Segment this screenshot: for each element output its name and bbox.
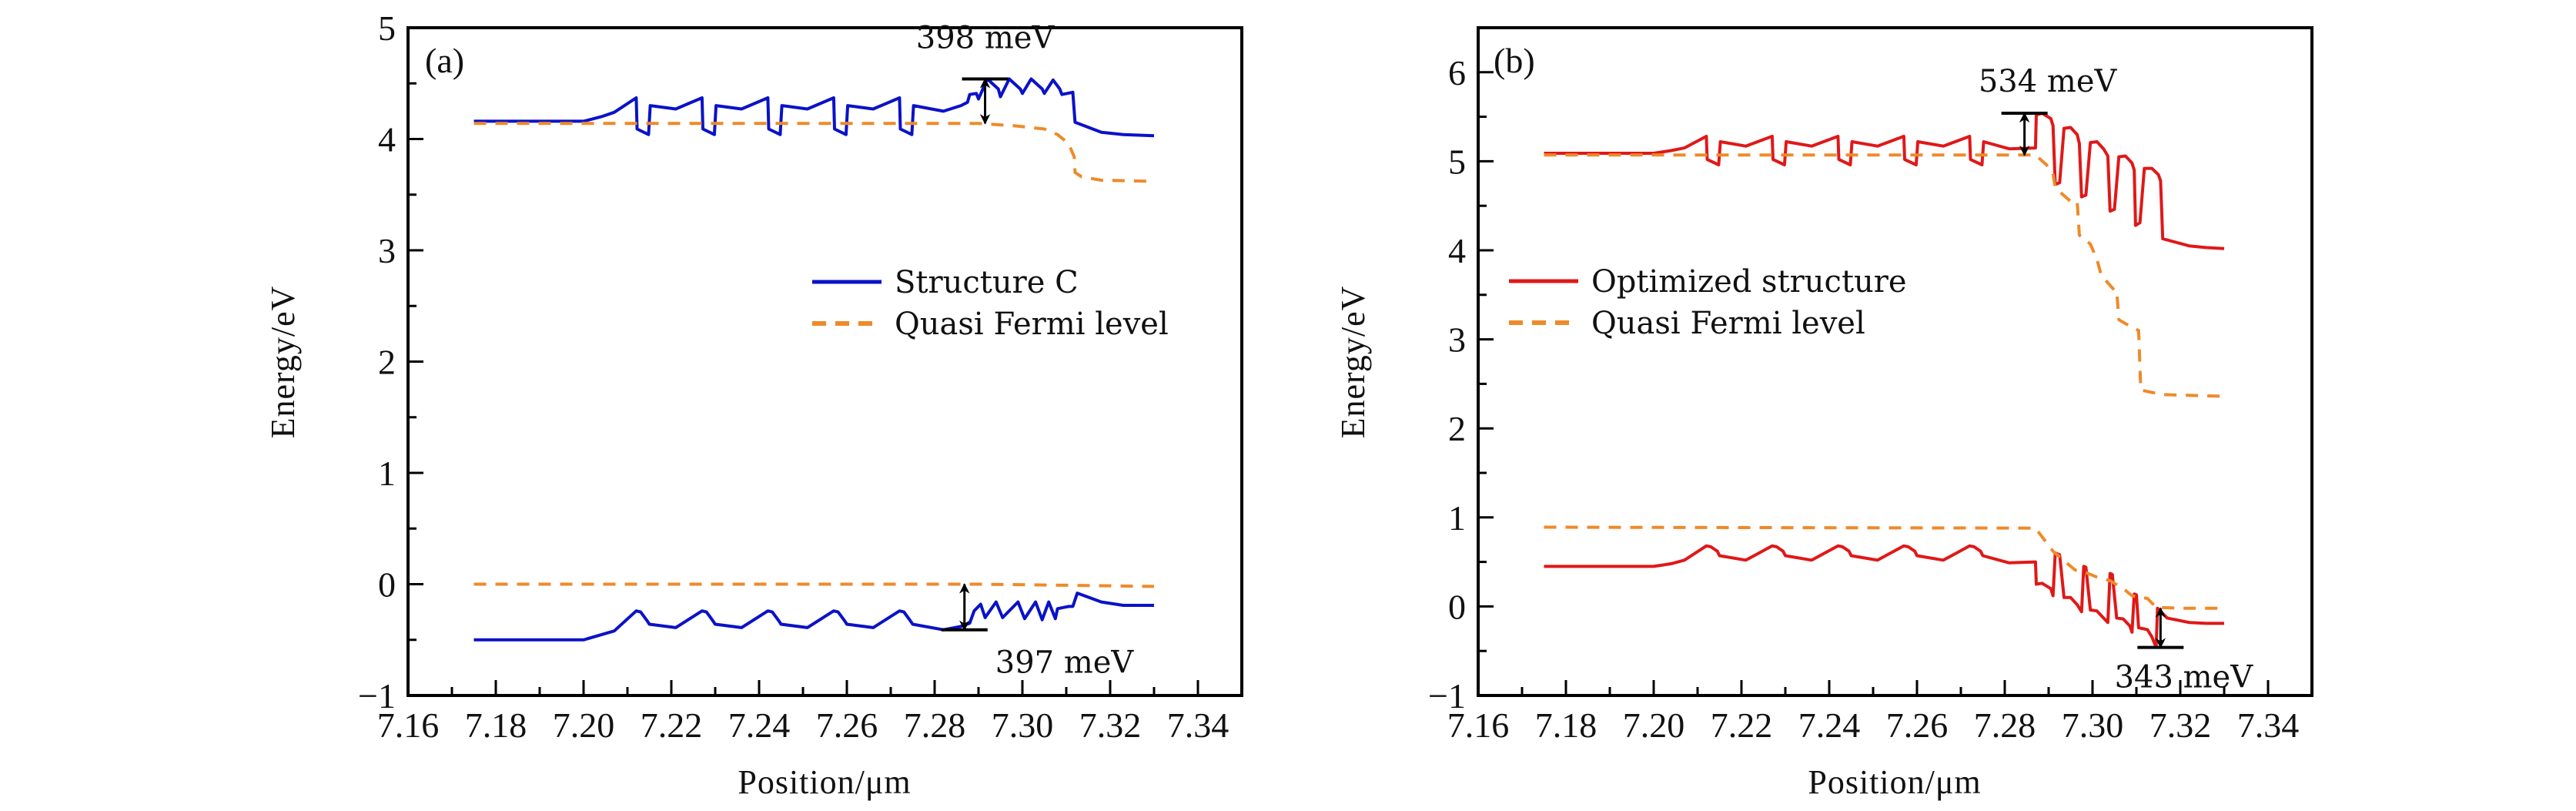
- panel-b-x-tick-label: 7.22: [1711, 705, 1773, 745]
- panel-b-y-tick-label: 1: [1448, 498, 1466, 538]
- panel-a-y-tick-label: −1: [358, 676, 396, 715]
- panel-b-y-tick-label: −1: [1428, 676, 1466, 715]
- legend-label-optimized-structure: Optimized structure: [1591, 264, 1907, 300]
- panel-a-axes-frame: [406, 26, 1243, 697]
- panel-b-x-axis: 7.16 7.18 7.20 7.22 7.24 7.26 7.28 7.30 7.32 7.34: [1447, 680, 2313, 745]
- panel-a-x-tick-label: 7.26: [816, 705, 878, 745]
- panel-a-x-tick-label: 7.28: [904, 705, 966, 745]
- panel-b-series: [1544, 112, 2225, 649]
- panel-a-annotations: 398 meV 397 meV: [916, 20, 1135, 680]
- panel-b-x-tick-label: 7.24: [1798, 705, 1861, 745]
- panel-a-y-tick-label: 3: [378, 231, 396, 270]
- panel-a-x-tick-label: 7.20: [553, 705, 615, 745]
- annotation-label: 397 meV: [995, 645, 1135, 681]
- panel-b-label: (b): [1494, 41, 1535, 80]
- legend-label-quasi-fermi: Quasi Fermi level: [1591, 306, 1865, 341]
- panel-b-x-tick-label: 7.32: [2149, 705, 2212, 745]
- panel-a-x-tick-label: 7.18: [465, 705, 527, 745]
- panel-b-axes-frame: [1477, 26, 2313, 697]
- panel-b-y-tick-label: 2: [1448, 409, 1466, 448]
- panel-b-annotations: 534 meV 343 meV: [1979, 64, 2253, 695]
- legend-label-quasi-fermi: Quasi Fermi level: [895, 307, 1169, 342]
- panel-a-y-tick-label: 2: [378, 343, 396, 382]
- legend-label-structure-c: Structure C: [895, 265, 1079, 300]
- panel-b-y-axis: −1 0 1 2 3 4 5 6: [1428, 26, 1494, 715]
- panel-b-y-tick-label: 4: [1448, 231, 1466, 270]
- panel-b-y-tick-label: 3: [1448, 320, 1466, 360]
- panel-a-x-axis-title: Position/μm: [738, 763, 911, 801]
- panel-b-plot-area: 7.16 7.18 7.20 7.22 7.24 7.26 7.28 7.30 7.32 7.34…: [1428, 26, 2313, 745]
- panel-b-y-tick-label: 0: [1448, 587, 1466, 626]
- panel-b-series-optimized-structure-conduction: [1544, 112, 2225, 250]
- panel-b-annotation-343-mev: 343 meV: [2115, 607, 2254, 695]
- panel-a-series: [473, 77, 1155, 642]
- panel-b-y-tick-label: 5: [1448, 142, 1466, 181]
- panel-a-x-tick-label: 7.22: [641, 705, 703, 745]
- panel-b-x-tick-label: 7.20: [1623, 705, 1685, 745]
- panel-b-y-tick-label: 6: [1448, 53, 1466, 92]
- panel-b-legend: Optimized structure Quasi Fermi level: [1509, 264, 1907, 341]
- annotation-label: 534 meV: [1979, 64, 2118, 99]
- panel-b-x-tick-label: 7.30: [2062, 705, 2124, 745]
- panel-a-legend: Structure C Quasi Fermi level: [812, 265, 1169, 342]
- panel-a-x-tick-label: 7.16: [377, 705, 440, 745]
- panel-a-series-structure-c-conduction: [473, 77, 1155, 138]
- panel-a-y-tick-label: 0: [378, 565, 396, 605]
- panel-a-y-axis: −1 0 1 2 3 4 5: [358, 8, 423, 715]
- panel-a-annotation-397-mev: 397 meV: [941, 583, 1135, 681]
- panel-a-x-tick-label: 7.24: [728, 705, 791, 745]
- panel-a-x-tick-label: 7.30: [992, 705, 1054, 745]
- panel-b-x-tick-label: 7.16: [1447, 705, 1510, 745]
- panel-b-series-quasi-fermi-level-conduction: [1544, 153, 2225, 398]
- panel-b-series-quasi-fermi-level-valence: [1544, 525, 2224, 610]
- panel-a-x-axis: 7.16 7.18 7.20 7.22 7.24 7.26 7.28 7.30 7.32 7.34: [377, 680, 1243, 745]
- panel-a-x-tick-label: 7.32: [1079, 705, 1142, 745]
- panel-b-x-tick-label: 7.34: [2237, 705, 2300, 745]
- panel-a-y-tick-label: 4: [378, 120, 396, 159]
- panel-b-x-axis-title: Position/μm: [1808, 763, 1981, 801]
- panel-a-label: (a): [425, 41, 464, 80]
- panel-a-series-quasi-fermi-level-conduction: [473, 122, 1155, 183]
- panel-a-y-axis-title: Energy/eV: [264, 286, 302, 439]
- panel-a-plot-area: 7.16 7.18 7.20 7.22 7.24 7.26 7.28 7.30 7.32 7.34…: [358, 8, 1243, 745]
- panel-a: 7.16 7.18 7.20 7.22 7.24 7.26 7.28 7.30 7.32 7.34…: [264, 8, 1243, 801]
- panel-b-x-tick-label: 7.28: [1974, 705, 2036, 745]
- panel-b: 7.16 7.18 7.20 7.22 7.24 7.26 7.28 7.30 7.32 7.34…: [1334, 26, 2313, 801]
- panel-a-x-tick-label: 7.34: [1167, 705, 1229, 745]
- panel-b-annotation-534-mev: 534 meV: [1979, 64, 2118, 156]
- panel-a-series-quasi-fermi-level-valence: [473, 582, 1155, 588]
- panel-b-y-axis-title: Energy/eV: [1334, 286, 1372, 439]
- panel-a-y-tick-label: 5: [378, 8, 396, 48]
- panel-a-annotation-398-mev: 398 meV: [916, 20, 1055, 125]
- annotation-label: 343 meV: [2115, 660, 2254, 695]
- panel-a-series-structure-c-valence: [473, 591, 1154, 642]
- panel-b-x-tick-label: 7.26: [1886, 705, 1949, 745]
- panel-a-y-tick-label: 1: [378, 454, 396, 493]
- annotation-label: 398 meV: [916, 20, 1055, 55]
- panel-b-series-optimized-structure-valence: [1544, 544, 2224, 649]
- panel-b-x-tick-label: 7.18: [1535, 705, 1597, 745]
